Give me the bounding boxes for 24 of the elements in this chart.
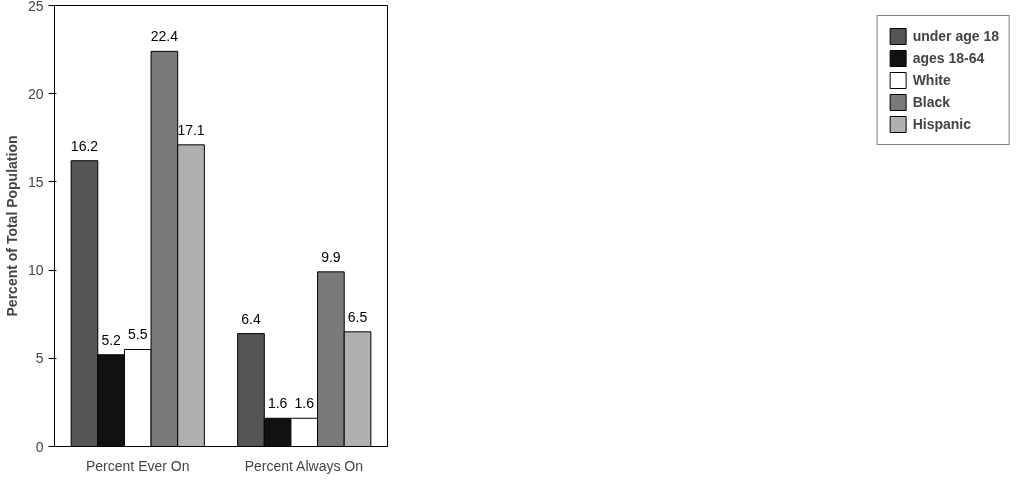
data-label: 6.5 xyxy=(347,308,368,325)
data-label: 1.6 xyxy=(294,395,315,412)
data-label: 16.2 xyxy=(70,137,99,154)
y-tick-label: 20 xyxy=(27,85,44,102)
y-tick-label: 5 xyxy=(35,350,44,367)
y-tick-label: 0 xyxy=(35,438,44,455)
legend-label: under age 18 xyxy=(912,28,999,44)
data-label: 22.4 xyxy=(150,28,179,45)
x-tick-label: Percent Ever On xyxy=(86,457,190,474)
y-axis-title: Percent of Total Population xyxy=(3,135,20,317)
legend-label: Hispanic xyxy=(912,116,971,132)
data-label: 6.4 xyxy=(241,310,261,327)
legend-label: White xyxy=(912,72,951,88)
x-tick-label: Percent Always On xyxy=(244,457,364,474)
data-label: 5.5 xyxy=(128,326,148,343)
y-tick-label: 25 xyxy=(27,0,44,14)
data-label: 9.9 xyxy=(321,248,341,265)
y-tick-label: 15 xyxy=(27,173,44,190)
data-label: 1.6 xyxy=(267,395,288,412)
legend-label: ages 18-64 xyxy=(912,50,985,66)
y-tick-label: 10 xyxy=(27,262,44,279)
data-label: 5.2 xyxy=(101,331,122,348)
data-label: 17.1 xyxy=(177,121,205,138)
legend-label: Black xyxy=(912,94,950,110)
